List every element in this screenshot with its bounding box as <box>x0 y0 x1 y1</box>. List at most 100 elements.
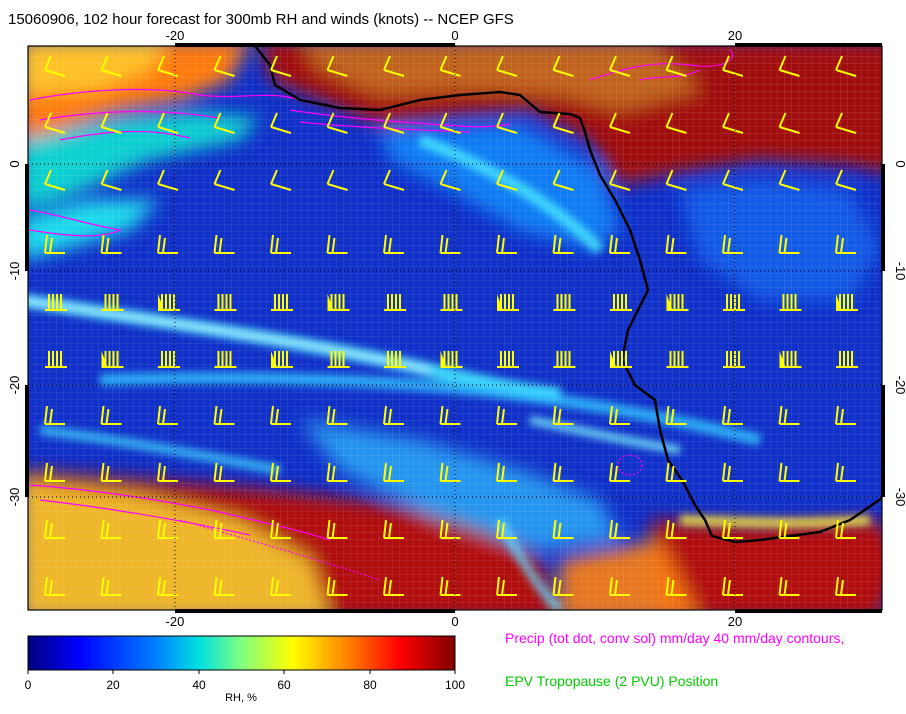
wind-barb <box>383 462 404 482</box>
coastline <box>254 46 882 544</box>
wind-barb <box>665 462 687 482</box>
wind-barb <box>327 294 350 311</box>
wind-barb <box>45 351 67 368</box>
wind-barb <box>835 405 856 425</box>
wind-barb <box>100 462 122 482</box>
wind-barb <box>100 112 122 134</box>
wind-barb <box>271 351 293 368</box>
wind-barb <box>213 462 235 482</box>
wind-barb <box>778 405 800 425</box>
wind-barb <box>723 351 745 368</box>
lon-tick-label: -20 <box>166 614 185 629</box>
wind-barb <box>326 112 348 134</box>
wind-barb <box>270 234 291 254</box>
wind-barb <box>439 462 461 482</box>
wind-barb <box>439 55 461 77</box>
wind-barb <box>44 112 66 134</box>
rh-colorbar <box>27 635 456 674</box>
wind-barb <box>722 55 744 77</box>
wind-barb <box>552 112 574 134</box>
wind-barb <box>779 294 802 311</box>
wind-barb <box>270 519 291 539</box>
map-frame <box>25 43 885 613</box>
wind-barb <box>496 462 517 482</box>
lat-tick-label: -30 <box>7 488 22 507</box>
wind-barb <box>835 576 856 596</box>
wind-barb <box>213 55 235 77</box>
wind-barb <box>157 169 179 191</box>
wind-barb <box>439 519 461 539</box>
wind-barb <box>666 351 689 368</box>
wind-barb <box>722 519 743 539</box>
wind-barb <box>383 112 405 134</box>
wind-barb <box>100 234 122 254</box>
wind-barb <box>270 169 292 191</box>
wind-barb <box>496 55 518 77</box>
wind-barb <box>383 169 405 191</box>
wind-barb <box>836 294 858 311</box>
wind-barb <box>100 405 122 425</box>
wind-barb <box>383 405 404 425</box>
wind-barb <box>722 112 744 134</box>
wind-barb <box>439 169 461 191</box>
wind-barb <box>552 234 574 254</box>
wind-barb <box>778 112 800 134</box>
wind-barb <box>609 169 631 191</box>
wind-barb <box>44 462 65 482</box>
wind-barb <box>383 55 405 77</box>
wind-barb <box>609 519 630 539</box>
wind-barb <box>835 169 857 191</box>
wind-barb <box>609 462 630 482</box>
wind-barb <box>609 55 631 77</box>
colorbar-tick-label: 80 <box>363 678 377 692</box>
wind-barb <box>157 405 178 425</box>
wind-barb <box>666 294 689 311</box>
wind-barb <box>778 169 800 191</box>
wind-barb <box>497 294 519 311</box>
wind-barb <box>835 112 857 134</box>
wind-barb <box>327 351 350 368</box>
lat-tick-label: 0 <box>7 160 22 167</box>
wind-barb <box>835 234 856 254</box>
wind-barb <box>270 55 292 77</box>
wind-barb <box>722 169 744 191</box>
wind-barb <box>271 294 293 311</box>
wind-barb <box>552 462 574 482</box>
wind-barb <box>100 55 122 77</box>
wind-barb <box>383 234 404 254</box>
wind-barb <box>553 294 576 311</box>
wind-barb <box>158 351 180 368</box>
wind-barb <box>44 405 65 425</box>
wind-barb <box>665 112 687 134</box>
wind-barb <box>723 294 745 311</box>
wind-barb <box>45 294 67 311</box>
wind-barb <box>213 405 235 425</box>
wind-barb <box>100 576 122 596</box>
wind-barb <box>439 234 461 254</box>
wind-barb <box>44 576 65 596</box>
lat-ticks-left: 0 -10 -20 -30 <box>7 160 22 506</box>
wind-barb <box>553 351 576 368</box>
wind-barb <box>270 405 291 425</box>
wind-barb <box>722 462 743 482</box>
wind-barb <box>836 351 858 368</box>
wind-barb <box>270 462 291 482</box>
wind-barb <box>326 576 348 596</box>
wind-barb <box>101 294 124 311</box>
wind-barb <box>439 112 461 134</box>
wind-barb <box>157 234 178 254</box>
wind-barb <box>722 576 743 596</box>
wind-barb <box>778 576 800 596</box>
wind-barb <box>213 112 235 134</box>
wind-barb <box>609 576 630 596</box>
wind-barb <box>326 462 348 482</box>
wind-barb <box>100 169 122 191</box>
wind-barb <box>496 519 517 539</box>
wind-barb <box>665 169 687 191</box>
wind-barb <box>44 234 65 254</box>
precip-legend: Precip (tot dot, conv sol) mm/day 40 mm/… <box>505 630 845 646</box>
wind-barb <box>157 576 178 596</box>
wind-barb <box>440 294 463 311</box>
wind-barb <box>158 294 180 311</box>
lat-tick-label: -10 <box>7 262 22 281</box>
